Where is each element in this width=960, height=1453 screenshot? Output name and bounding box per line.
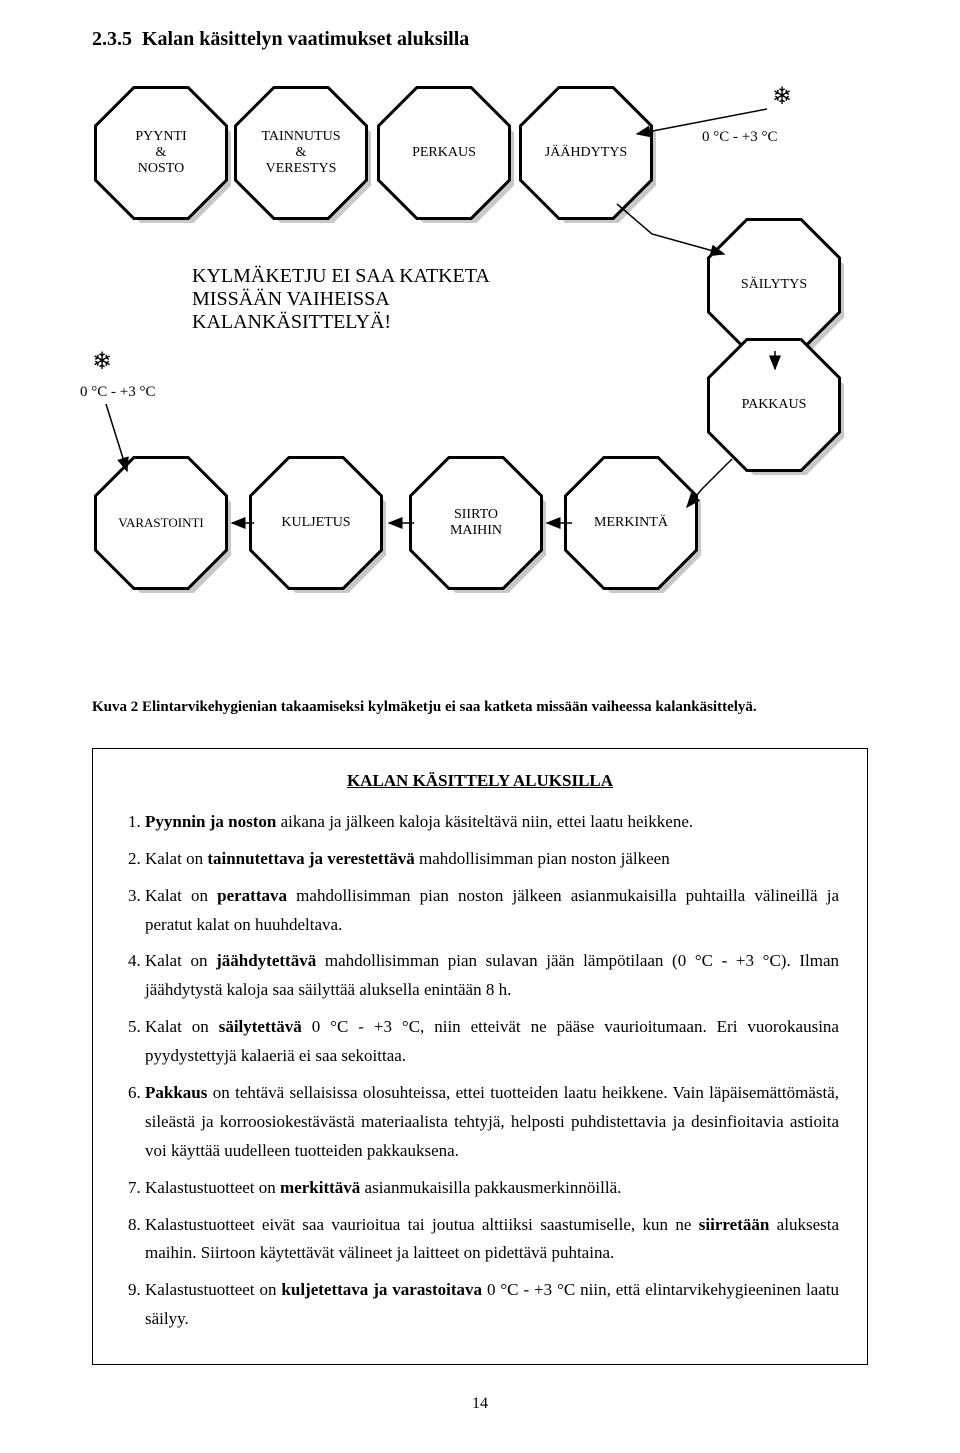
guideline-item: Pakkaus on tehtävä sellaisissa olosuhtei… <box>145 1079 839 1166</box>
cold-chain-diagram: PYYNTI&NOSTO TAINNUTUS&VERESTYS PERKAUS … <box>92 79 868 679</box>
section-heading: 2.3.5 Kalan käsittelyn vaatimukset aluks… <box>92 28 868 51</box>
figure-caption: Kuva 2 Elintarvikehygienian takaamiseksi… <box>92 699 868 716</box>
guideline-item: Kalat on perattava mahdollisimman pian n… <box>145 882 839 940</box>
guideline-item: Kalat on tainnutettava ja verestettävä m… <box>145 845 839 874</box>
guidelines-title: KALAN KÄSITTELY ALUKSILLA <box>121 767 839 796</box>
guidelines-box: KALAN KÄSITTELY ALUKSILLA Pyynnin ja nos… <box>92 748 868 1365</box>
guideline-item: Kalat on säilytettävä 0 °C - +3 °C, niin… <box>145 1013 839 1071</box>
guideline-item: Pyynnin ja noston aikana ja jälkeen kalo… <box>145 808 839 837</box>
guideline-item: Kalastustuotteet eivät saa vaurioitua ta… <box>145 1211 839 1269</box>
guideline-item: Kalat on jäähdytettävä mahdollisimman pi… <box>145 947 839 1005</box>
cold-chain-statement: KYLMÄKETJU EI SAA KATKETA MISSÄÄN VAIHEI… <box>192 265 632 334</box>
guideline-item: Kalastustuotteet on merkittävä asianmuka… <box>145 1174 839 1203</box>
guidelines-list: Pyynnin ja noston aikana ja jälkeen kalo… <box>121 808 839 1334</box>
guideline-item: Kalastustuotteet on kuljetettava ja vara… <box>145 1276 839 1334</box>
snowflake-icon: ❄ <box>92 347 112 376</box>
page-number: 14 <box>92 1395 868 1413</box>
snowflake-icon: ❄ <box>772 82 792 111</box>
temp-left-label: 0 °C - +3 °C <box>80 384 155 401</box>
temp-top-label: 0 °C - +3 °C <box>702 129 777 146</box>
